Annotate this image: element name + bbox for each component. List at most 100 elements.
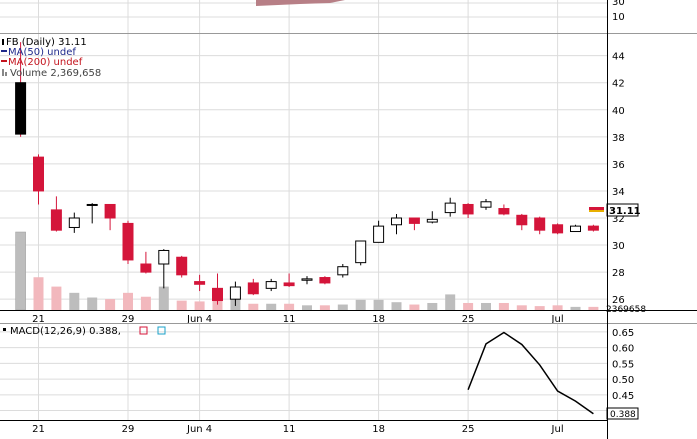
macd-x-tick-label: Jul: [551, 424, 564, 435]
volume-icon-bar: [5, 72, 7, 76]
candlestick: [373, 220, 385, 243]
price-x-tick-label: 18: [372, 314, 385, 325]
price-tick-label: 28: [612, 268, 625, 279]
candle-body: [355, 240, 367, 264]
price-axis: 26 28 30 32 34 36 38 40 42 44: [612, 52, 625, 307]
volume-bar: [33, 277, 44, 310]
price-tick-label: 34: [612, 187, 625, 198]
legend-ma200: MA(200) undef: [8, 57, 83, 68]
candle-body: [373, 225, 385, 243]
candlestick: [516, 213, 528, 231]
candle-body: [140, 263, 152, 273]
volume-bar: [87, 297, 98, 310]
macd-panel: MACD(12,26,9) 0.388, 0.65 0.60 0.55 0.50 0.4…: [0, 323, 697, 435]
legend-volume: Volume 2,369,658: [10, 68, 101, 79]
candle-body: [68, 217, 80, 228]
price-x-labels: 21 29 Jun 4 11 18 25 Jul: [32, 314, 564, 325]
candle-body: [104, 203, 116, 219]
price-tick-label: 26: [612, 295, 625, 306]
candlestick: [265, 278, 277, 292]
volume-bar: [284, 303, 295, 310]
candle-body: [480, 201, 492, 208]
volume-bar: [552, 305, 563, 310]
macd-legend-icon: [3, 328, 6, 331]
candlestick: [408, 217, 420, 231]
volume-bars: [15, 231, 599, 311]
candlestick: [301, 276, 313, 285]
price-tick-label: 44: [612, 52, 625, 63]
candle-body: [247, 282, 259, 295]
candlestick: [462, 203, 474, 218]
candle-body: [552, 224, 564, 234]
candlestick: [176, 255, 188, 278]
candlestick: [212, 273, 223, 305]
candlestick: [140, 251, 152, 274]
candle-body: [229, 286, 241, 300]
macd-x-tick-label: 25: [462, 424, 475, 435]
price-grid: [0, 34, 607, 310]
volume-bar: [194, 301, 205, 310]
candle-body: [319, 277, 331, 284]
volume-bar: [69, 292, 80, 310]
candle-body: [15, 82, 27, 135]
price-tick-label: 32: [612, 214, 625, 225]
volume-bar: [481, 302, 491, 310]
candle-body: [86, 203, 98, 206]
price-tick-label: 30: [612, 241, 625, 252]
volume-bar: [588, 306, 599, 310]
last-price-accent: [589, 210, 604, 212]
volume-bar: [391, 302, 402, 310]
candlestick: [68, 212, 80, 233]
candle-body: [176, 256, 188, 276]
candle-body: [122, 222, 134, 261]
candlestick: [498, 204, 510, 216]
volume-bar: [445, 294, 456, 310]
candle-body: [391, 217, 402, 226]
candle-body: [534, 217, 546, 231]
candle-body: [265, 281, 277, 289]
volume-bar: [248, 303, 259, 310]
candlestick: [229, 281, 241, 306]
candlestick: [570, 224, 581, 233]
candlestick: [15, 42, 27, 137]
candle-body: [283, 282, 295, 287]
macd-axis: 0.650.600.550.500.450.40: [612, 328, 634, 418]
candlesticks: [15, 42, 599, 306]
volume-bar: [355, 299, 366, 310]
volume-bar: [373, 299, 384, 310]
legend-symbol-icon: [2, 39, 4, 45]
price-panel: 26 28 30 32 34 36 38 40 42 44 FB (Daily) 31.11 MA…: [0, 34, 697, 325]
volume-bar: [516, 305, 527, 310]
volume-bar: [123, 292, 133, 310]
candlestick: [552, 223, 564, 235]
candle-body: [498, 208, 510, 215]
candle-body: [516, 214, 528, 226]
candlestick: [534, 216, 546, 235]
candlestick: [122, 220, 134, 264]
macd-tick-label: 0.65: [612, 328, 634, 339]
signal-swatch: [139, 326, 148, 335]
candlestick: [33, 154, 44, 205]
candle-body: [158, 249, 170, 265]
macd-x-tick-label: Jun 4: [186, 424, 212, 435]
candle-body: [570, 225, 581, 233]
candle-body: [50, 209, 62, 231]
volume-icon: [2, 69, 4, 76]
macd-x-tick-label: 21: [32, 424, 45, 435]
price-tick-label: 38: [612, 133, 625, 144]
macd-x-tick-label: 29: [122, 424, 135, 435]
volume-bar: [266, 303, 277, 310]
price-x-tick-label: 29: [122, 314, 135, 325]
price-x-tick-label: 21: [32, 314, 45, 325]
macd-tick-label: 0.55: [612, 359, 634, 370]
candle-body: [212, 287, 223, 302]
volume-bar: [463, 302, 474, 310]
candle-body: [194, 281, 206, 285]
macd-x-tick-label: 11: [283, 424, 296, 435]
candlestick: [319, 276, 331, 285]
price-tick-label: 42: [612, 79, 625, 90]
volume-bar: [427, 302, 438, 310]
price-x-tick-label: Jul: [551, 314, 564, 325]
histogram-swatch: [157, 326, 166, 335]
